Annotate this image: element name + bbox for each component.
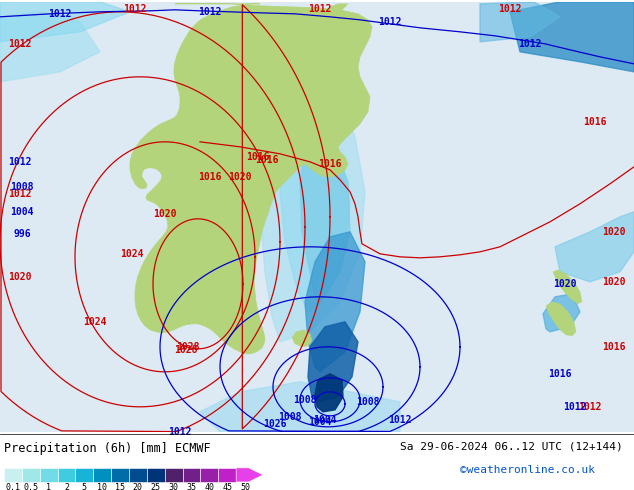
- Polygon shape: [300, 137, 350, 302]
- Polygon shape: [0, 12, 100, 82]
- Text: 1016: 1016: [602, 342, 626, 352]
- Text: 1012: 1012: [8, 157, 32, 167]
- Bar: [183, 468, 200, 482]
- Bar: [75, 468, 93, 482]
- Text: 1016: 1016: [318, 159, 342, 169]
- Text: 1012: 1012: [378, 17, 402, 27]
- Text: 1020: 1020: [8, 272, 32, 282]
- Text: 15: 15: [115, 483, 125, 490]
- Text: Sa 29-06-2024 06..12 UTC (12+144): Sa 29-06-2024 06..12 UTC (12+144): [400, 441, 623, 452]
- Text: 1012: 1012: [498, 4, 522, 14]
- Text: 1028: 1028: [174, 345, 198, 355]
- Text: 0.5: 0.5: [23, 483, 38, 490]
- Bar: [129, 468, 147, 482]
- FancyArrow shape: [236, 468, 263, 482]
- Text: 1016: 1016: [583, 117, 607, 127]
- Text: 1012: 1012: [8, 39, 32, 49]
- Text: 5: 5: [82, 483, 87, 490]
- Text: 25: 25: [151, 483, 161, 490]
- Bar: [111, 468, 129, 482]
- Polygon shape: [260, 92, 365, 342]
- Polygon shape: [305, 232, 365, 372]
- Text: 1020: 1020: [153, 209, 177, 219]
- Circle shape: [184, 246, 192, 254]
- Text: 1016: 1016: [256, 155, 279, 165]
- Text: 1008: 1008: [294, 395, 317, 405]
- Text: 1020: 1020: [602, 227, 626, 237]
- Text: 1026: 1026: [263, 419, 287, 429]
- Polygon shape: [200, 382, 400, 432]
- Polygon shape: [510, 2, 634, 72]
- Bar: [4, 468, 22, 482]
- Bar: [58, 468, 75, 482]
- Bar: [165, 468, 183, 482]
- Text: 1012: 1012: [168, 427, 191, 437]
- Text: 20: 20: [133, 483, 143, 490]
- Text: 1012: 1012: [578, 402, 602, 412]
- Polygon shape: [130, 4, 372, 354]
- Polygon shape: [292, 330, 312, 347]
- Text: 1020: 1020: [228, 172, 252, 182]
- Text: 40: 40: [204, 483, 214, 490]
- Polygon shape: [546, 302, 576, 336]
- Text: 1016: 1016: [548, 369, 572, 379]
- Bar: [22, 468, 40, 482]
- Text: 1012: 1012: [518, 39, 541, 49]
- Text: 1008: 1008: [356, 397, 380, 407]
- Text: 1012: 1012: [123, 4, 146, 14]
- Bar: [40, 468, 58, 482]
- Text: 1028: 1028: [176, 342, 200, 352]
- Text: 35: 35: [186, 483, 197, 490]
- Text: 1012: 1012: [388, 415, 411, 425]
- Polygon shape: [328, 4, 348, 16]
- Bar: [93, 468, 111, 482]
- Polygon shape: [315, 374, 343, 412]
- Bar: [218, 468, 236, 482]
- Text: 1024: 1024: [83, 317, 107, 327]
- Bar: [200, 468, 218, 482]
- Text: 45: 45: [222, 483, 232, 490]
- Text: Precipitation (6h) [mm] ECMWF: Precipitation (6h) [mm] ECMWF: [4, 441, 210, 455]
- Text: 996: 996: [13, 229, 31, 239]
- Text: 1012: 1012: [8, 189, 32, 199]
- Polygon shape: [555, 212, 634, 282]
- Text: ©weatheronline.co.uk: ©weatheronline.co.uk: [460, 465, 595, 475]
- Text: 0.1: 0.1: [6, 483, 20, 490]
- Text: 1012: 1012: [48, 9, 72, 19]
- Text: 1004: 1004: [10, 207, 34, 217]
- Bar: [147, 468, 165, 482]
- Text: 1016: 1016: [246, 152, 269, 162]
- Text: 10: 10: [97, 483, 107, 490]
- Text: 1004: 1004: [308, 417, 332, 427]
- Text: 1024: 1024: [120, 249, 144, 259]
- Text: 30: 30: [169, 483, 179, 490]
- Text: 1008: 1008: [10, 182, 34, 192]
- Polygon shape: [0, 2, 130, 42]
- Text: 1020: 1020: [602, 277, 626, 287]
- Text: 1020: 1020: [553, 279, 577, 289]
- Polygon shape: [480, 2, 560, 42]
- Text: 1012: 1012: [198, 7, 222, 17]
- Text: 1008: 1008: [278, 412, 302, 422]
- Polygon shape: [543, 294, 580, 332]
- Polygon shape: [280, 112, 350, 312]
- Text: 50: 50: [240, 483, 250, 490]
- Polygon shape: [553, 270, 582, 304]
- Text: 1004: 1004: [313, 415, 337, 425]
- Text: 1012: 1012: [308, 4, 332, 14]
- Text: 1012: 1012: [563, 402, 586, 412]
- Text: 2: 2: [64, 483, 69, 490]
- Polygon shape: [308, 322, 358, 402]
- Text: 1016: 1016: [198, 172, 222, 182]
- Text: 1: 1: [46, 483, 51, 490]
